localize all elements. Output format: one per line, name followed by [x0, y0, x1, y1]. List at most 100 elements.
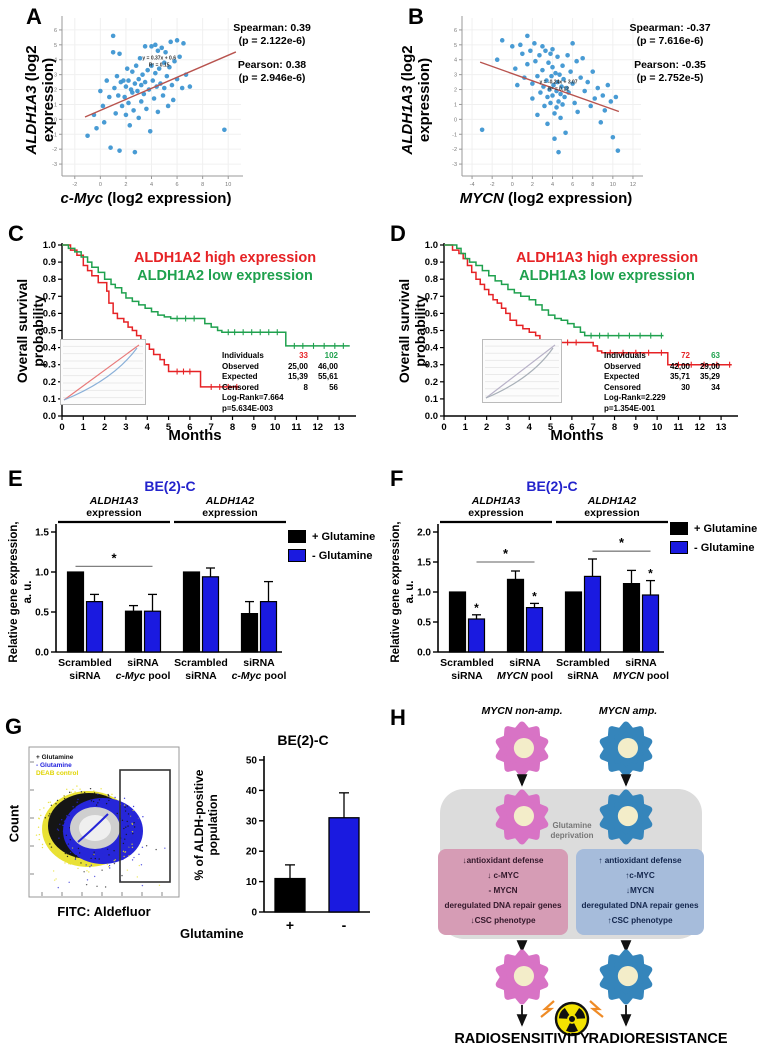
pathway-line: ↓MYCN: [625, 886, 655, 895]
svg-text:*: *: [532, 589, 537, 603]
pathway-line: deregulated DNA repair genes: [444, 901, 562, 910]
svg-text:+: +: [286, 917, 294, 933]
svg-text:ALDH1A3: ALDH1A3: [89, 495, 139, 507]
svg-text:expression: expression: [584, 507, 639, 519]
svg-text:8: 8: [591, 182, 594, 188]
svg-text:-2: -2: [52, 147, 57, 153]
svg-text:ALDH1A2: ALDH1A2: [205, 495, 255, 507]
glutamine-deprivation-label: Glutamine deprivation: [534, 821, 610, 841]
svg-text:10: 10: [610, 182, 616, 188]
panel-D-stats-table: Individuals 72 63 Observed 42,00 29,00 Expecte…: [604, 351, 720, 414]
svg-text:1: 1: [454, 102, 457, 108]
svg-text:4: 4: [551, 182, 554, 188]
svg-text:5: 5: [54, 43, 57, 49]
svg-text:-1: -1: [452, 132, 457, 138]
stat-line: Spearman: -0.37: [629, 22, 711, 34]
svg-text:0.1: 0.1: [425, 394, 439, 405]
panel-B-correlation-stats: Spearman: -0.37 (p = 7.616e-6) Pearson: -0…: [610, 22, 730, 84]
km-stats-row: Observed 42,00 29,00: [604, 361, 720, 371]
y-label-line1: % of ALDH-positive: [192, 769, 206, 881]
svg-text:0.0: 0.0: [417, 648, 431, 659]
svg-text:0: 0: [99, 182, 102, 188]
svg-text:3: 3: [505, 422, 510, 433]
svg-text:0.6: 0.6: [425, 308, 438, 319]
svg-text:siRNA: siRNA: [509, 657, 541, 669]
aldh-positive-bar-chart: 0 10 20 30 40 50 + -: [246, 756, 370, 933]
legend-swatch-minus-glutamine: [288, 549, 306, 562]
svg-text:10: 10: [246, 877, 258, 888]
svg-text:0.4: 0.4: [43, 343, 57, 354]
svg-text:0: 0: [59, 422, 64, 433]
svg-text:10: 10: [225, 182, 231, 188]
svg-text:7: 7: [591, 422, 596, 433]
bar-chart-F: 0.00.51.01.52.0ALDH1A3expressionALDH1A2e…: [417, 495, 669, 682]
stat-line: [610, 47, 730, 59]
svg-text:y = -0.24x + 3.07: y = -0.24x + 3.07: [539, 80, 577, 86]
svg-text:1.5: 1.5: [35, 528, 49, 539]
svg-text:*: *: [619, 535, 625, 550]
svg-text:9: 9: [633, 422, 638, 433]
svg-text:40: 40: [246, 786, 258, 797]
svg-text:ALDH1A2: ALDH1A2: [587, 495, 637, 507]
svg-text:-3: -3: [52, 162, 57, 168]
svg-text:expression: expression: [468, 507, 523, 519]
panel-C-x-axis-label: Months: [168, 427, 222, 444]
svg-text:50: 50: [246, 756, 258, 767]
svg-text:2: 2: [124, 182, 127, 188]
svg-text:8: 8: [612, 422, 617, 433]
km-stats-row: Individuals 72 63: [604, 351, 720, 360]
stat-line: Pearson: -0.35: [634, 59, 706, 72]
svg-text:8: 8: [201, 182, 204, 188]
svg-text:0.7: 0.7: [425, 291, 438, 302]
panel-letter-H: H: [390, 705, 406, 730]
legend-swatch-minus-glutamine: [670, 541, 688, 554]
svg-text:-4: -4: [470, 182, 475, 188]
panel-D-inset-plot: [482, 339, 562, 403]
panel-C-legend: ALDH1A2 high expression ALDH1A2 low expr…: [100, 249, 350, 285]
panel-G-bar-title: BE(2)-C: [277, 732, 329, 748]
radioresistance-pathway-box: ↑ antioxidant defense ↑c-MYC ↓MYCN deregula…: [576, 849, 704, 935]
radiosensitivity-pathway-box: ↓antioxidant defense ↓ c-MYC - MYCN deregul…: [438, 849, 568, 935]
svg-text:expression: expression: [86, 507, 141, 519]
pathway-line: ↓antioxidant defense: [462, 856, 544, 865]
legend-minus-glutamine: - Glutamine: [312, 549, 373, 562]
svg-text:0.5: 0.5: [35, 608, 49, 619]
radiosensitivity-label: RADIOSENSITIVITY: [454, 1031, 590, 1047]
svg-text:1: 1: [463, 422, 469, 433]
legend-minus-glutamine: - Glutamine: [694, 541, 755, 554]
y-label-line1: Relative gene expression,: [390, 521, 402, 663]
svg-text:0.9: 0.9: [43, 257, 56, 268]
mycn-amp-label: MYCN amp.: [598, 705, 658, 717]
svg-text:0.5: 0.5: [425, 326, 439, 337]
panel-E: E BE(2)-C Relative gene expression, a. u…: [0, 460, 382, 708]
svg-text:0.5: 0.5: [43, 326, 57, 337]
svg-text:20: 20: [246, 847, 258, 858]
panel-D: D Overall survival probability 0.0 0.1 0.2…: [382, 215, 764, 458]
deprivation-word: deprivation: [550, 831, 594, 840]
flow-legend-plus-glutamine: + Glutamine: [36, 754, 74, 761]
flow-x-axis-label: FITC: Aldefluor: [57, 904, 151, 919]
pathway-line: - MYCN: [488, 886, 518, 895]
legend-swatch-plus-glutamine: [288, 530, 306, 543]
km-stats-row: Expected 15,39 55,61: [222, 372, 338, 381]
y-label-line1: Overall survival: [396, 278, 412, 384]
svg-text:R² = 0.12: R² = 0.12: [548, 87, 569, 93]
pathway-line: ↑c-MYC: [625, 871, 655, 880]
svg-text:13: 13: [334, 422, 345, 433]
y-label-gene: ALDH1A3: [399, 85, 416, 155]
pathway-line: deregulated DNA repair genes: [581, 901, 699, 910]
km-stats-row: Censored 8 56: [222, 382, 338, 392]
svg-text:3: 3: [54, 73, 57, 79]
svg-text:10: 10: [270, 422, 281, 433]
legend-swatch-plus-glutamine: [670, 522, 688, 535]
panel-letter-F: F: [390, 466, 404, 491]
flow-legend-deab-control: DEAB control: [36, 770, 79, 777]
svg-text:0.2: 0.2: [43, 377, 56, 388]
svg-text:MYCN pool: MYCN pool: [613, 670, 669, 682]
flow-legend: + Glutamine - Glutamine DEAB control: [36, 754, 78, 778]
svg-text:*: *: [648, 567, 653, 581]
svg-text:0: 0: [251, 908, 257, 919]
svg-text:0.1: 0.1: [43, 394, 57, 405]
bar-chart-E: 0.00.51.01.5ALDH1A3expressionALDH1A2expr…: [35, 495, 286, 682]
